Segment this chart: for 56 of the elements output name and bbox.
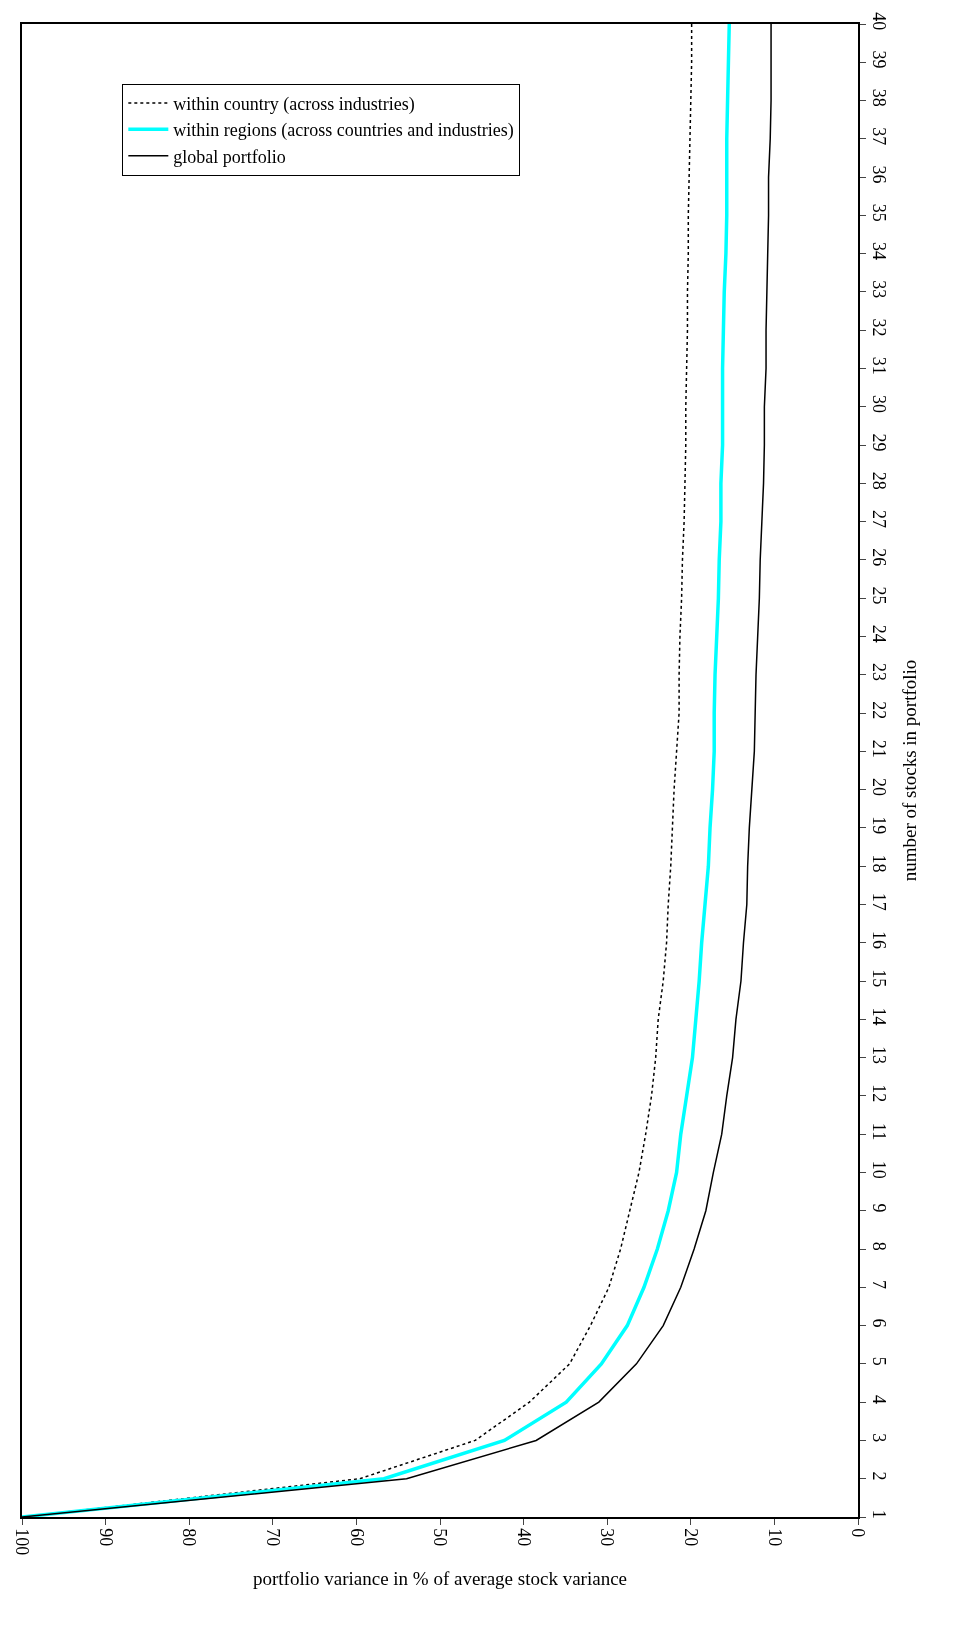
y-tick-label: 21 [868,739,889,758]
y-tick-label: 24 [868,624,889,643]
y-tick-label: 34 [868,241,889,260]
y-tick-label: 35 [868,203,889,222]
x-tick-label: 60 [346,1528,367,1547]
y-tick-label: 8 [868,1241,889,1251]
y-tick-label: 39 [868,50,889,69]
y-tick-label: 22 [868,701,889,720]
legend-label: within country (across industries) [173,93,415,115]
legend-label: within regions (across countries and industries) [173,120,514,142]
x-tick-label: 30 [597,1528,618,1547]
y-tick-label: 2 [868,1471,889,1481]
x-tick-label: 20 [680,1528,701,1547]
y-tick-label: 17 [868,892,889,911]
x-tick-label: 10 [764,1528,785,1547]
x-tick-label: 90 [95,1528,116,1547]
y-tick-label: 29 [868,433,889,452]
y-tick-label: 14 [868,1007,889,1026]
x-tick-label: 0 [848,1528,869,1538]
x-tick-label: 100 [12,1528,33,1556]
y-axis-title: number of stocks in portfolio [899,659,920,882]
y-tick-label: 31 [868,356,889,375]
y-tick-label: 12 [868,1084,889,1103]
legend-label: global portfolio [173,146,286,167]
y-tick-label: 11 [868,1122,889,1141]
y-tick-label: 25 [868,586,889,605]
y-tick-label: 23 [868,663,889,682]
y-tick-label: 15 [868,969,889,988]
y-tick-label: 4 [868,1394,889,1404]
y-tick-label: 32 [868,318,889,337]
y-tick-label: 40 [868,12,889,31]
x-axis-title: portfolio variance in % of average stock variance [252,1567,628,1589]
y-tick-label: 37 [868,127,889,146]
y-tick-label: 27 [868,509,889,528]
y-tick-label: 38 [868,88,889,107]
y-tick-label: 33 [868,280,889,299]
y-tick-label: 19 [868,816,889,835]
y-tick-label: 30 [868,395,889,414]
y-tick-label: 10 [868,1160,889,1179]
y-tick-label: 13 [868,1045,889,1064]
y-tick-label: 26 [868,548,889,567]
y-tick-label: 1 [868,1509,889,1519]
y-tick-label: 6 [868,1318,889,1328]
y-tick-label: 7 [868,1280,889,1290]
x-tick-label: 50 [430,1528,451,1547]
y-tick-label: 3 [868,1433,889,1443]
y-tick-label: 20 [868,777,889,796]
x-tick-label: 70 [262,1528,283,1547]
x-tick-label: 40 [513,1528,534,1547]
y-tick-label: 16 [868,931,889,950]
y-tick-label: 9 [868,1203,889,1213]
y-tick-label: 36 [868,165,889,184]
x-tick-label: 80 [179,1528,200,1547]
y-tick-label: 18 [868,854,889,873]
y-tick-label: 28 [868,471,889,490]
y-tick-label: 5 [868,1356,889,1366]
